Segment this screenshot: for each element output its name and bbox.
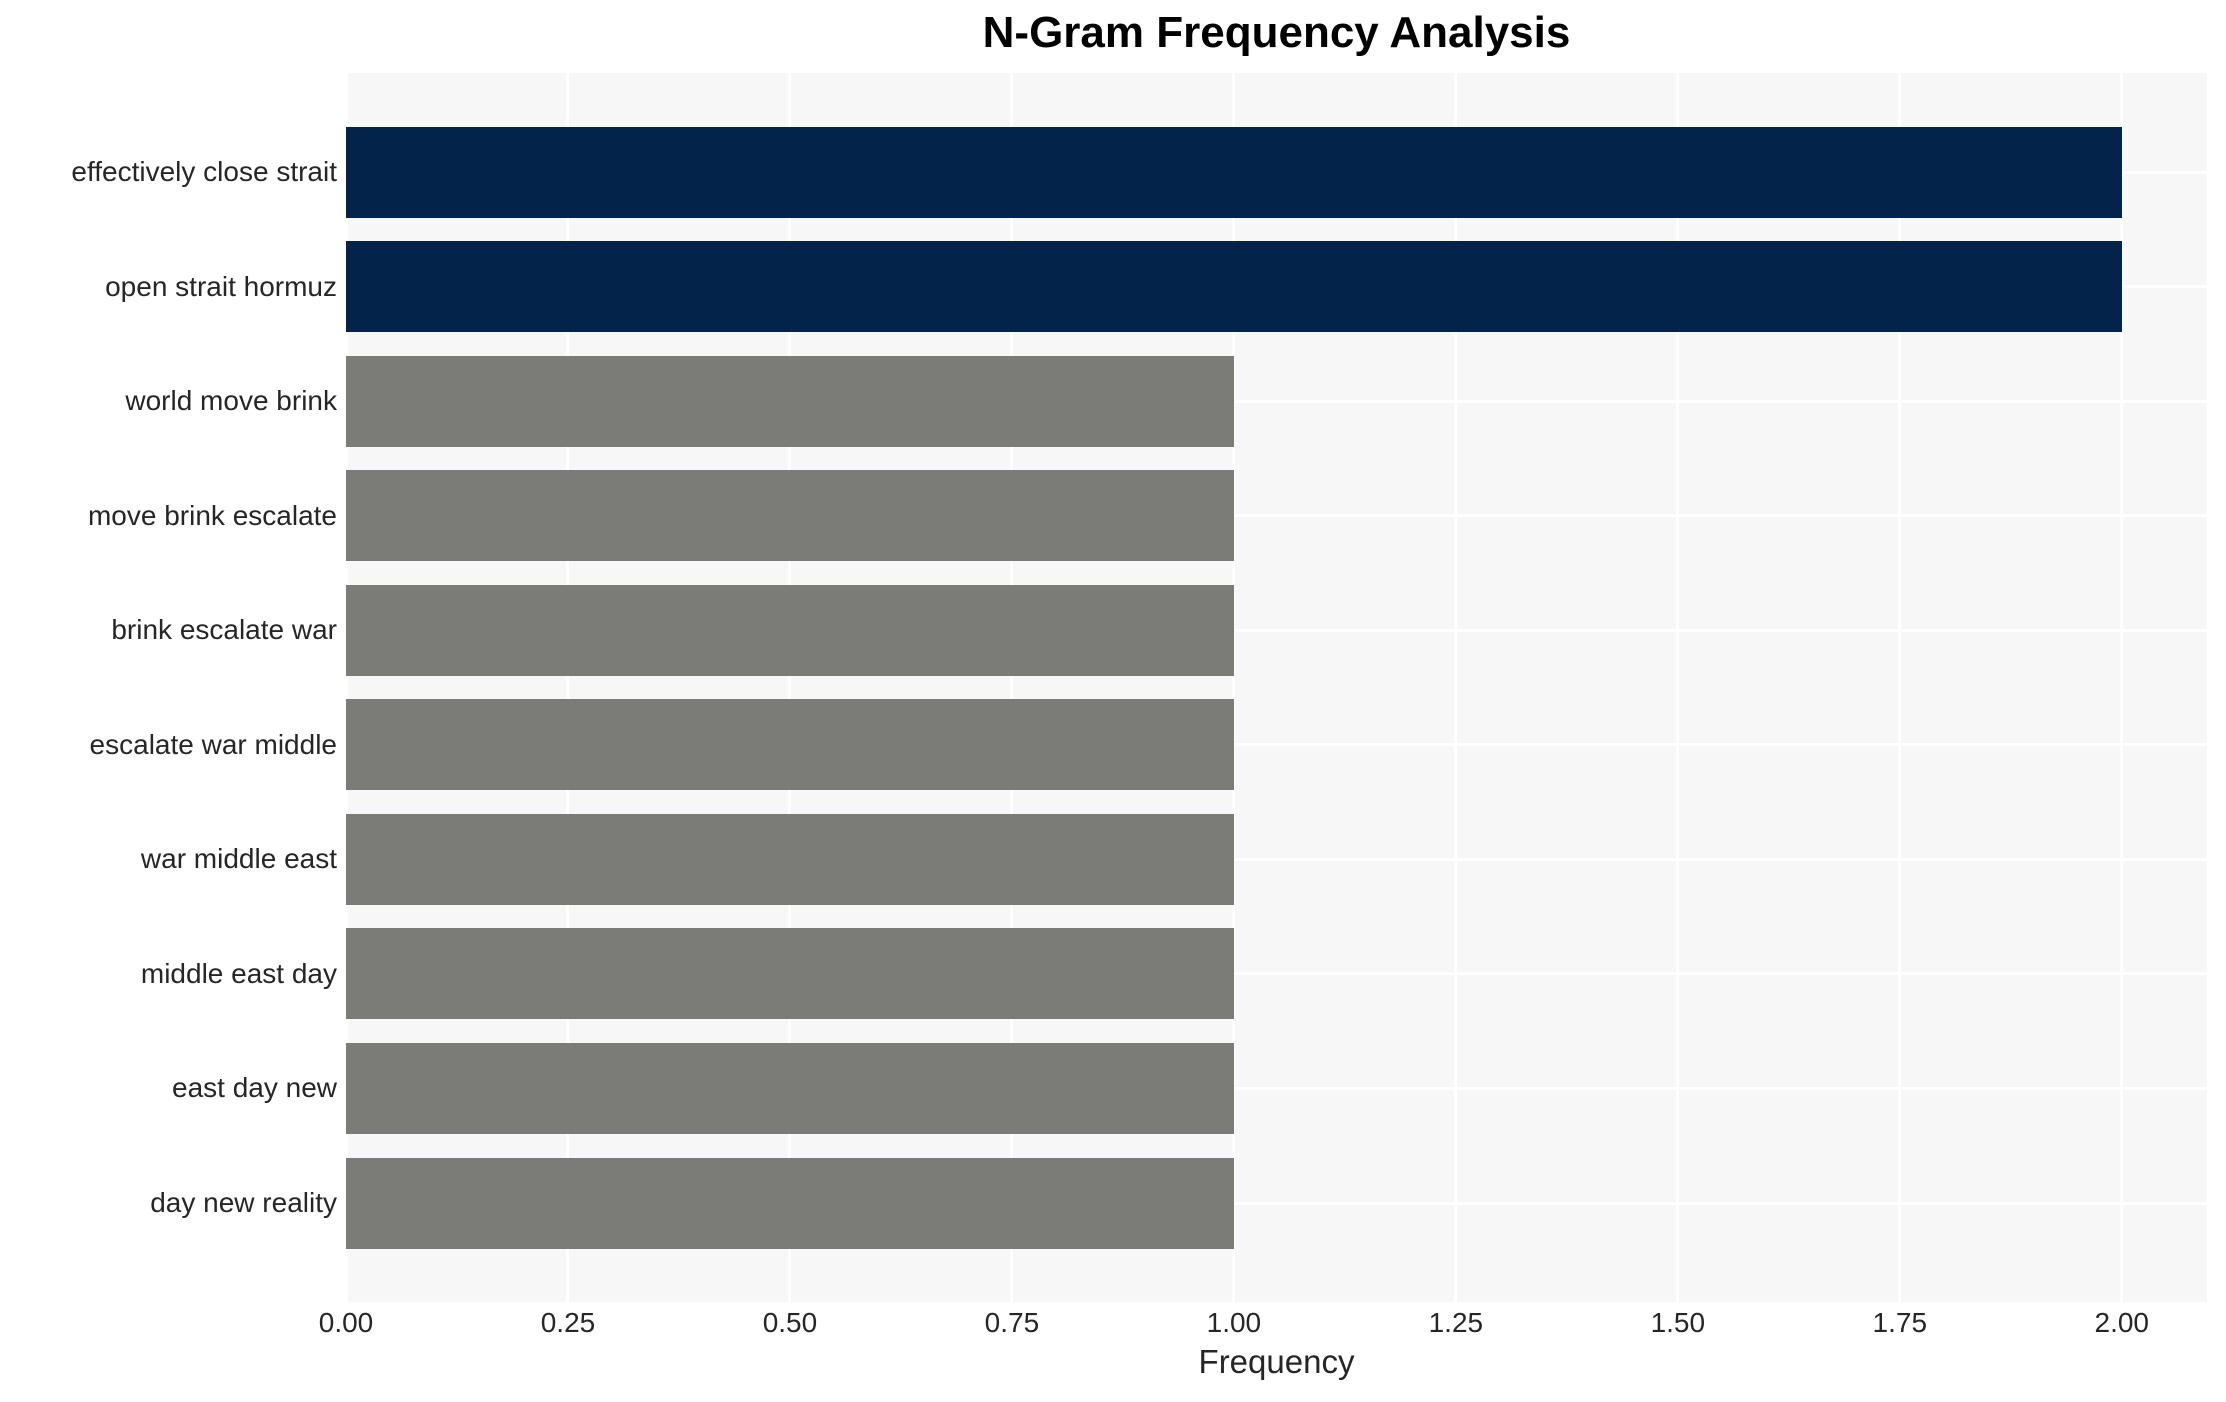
gridline-horizontal xyxy=(346,399,2207,403)
bar xyxy=(346,928,1234,1020)
gridline-vertical xyxy=(1010,73,1014,1302)
x-tick-label: 1.25 xyxy=(1428,1307,1484,1338)
gridline-horizontal xyxy=(346,628,2207,632)
gridline-vertical xyxy=(1232,73,1236,1302)
gridline-horizontal xyxy=(346,743,2207,747)
x-tick-label: 2.00 xyxy=(2094,1307,2150,1338)
bar xyxy=(346,1157,1234,1249)
gridline-vertical xyxy=(344,73,348,1302)
bar xyxy=(346,241,2122,333)
x-tick-label: 0.75 xyxy=(984,1307,1040,1338)
category-label: move brink escalate xyxy=(87,499,337,531)
gridline-horizontal xyxy=(346,1201,2207,1205)
bar xyxy=(346,355,1234,447)
bar xyxy=(346,813,1234,905)
gridline-vertical xyxy=(1454,73,1458,1302)
category-label: east day new xyxy=(172,1072,337,1104)
bar xyxy=(346,126,2122,218)
x-tick-label: 1.00 xyxy=(1206,1307,1262,1338)
bar xyxy=(346,699,1234,791)
gridline-vertical xyxy=(1676,73,1680,1302)
x-axis-label: Frequency xyxy=(1198,1343,1355,1380)
plot-area xyxy=(344,73,2207,1302)
chart-title: N-Gram Frequency Analysis xyxy=(982,8,1571,57)
gridline-horizontal xyxy=(346,857,2207,861)
category-label: effectively close strait xyxy=(71,156,337,187)
category-label: day new reality xyxy=(150,1187,337,1218)
bar xyxy=(346,1042,1234,1134)
x-tick-label: 1.75 xyxy=(1872,1307,1928,1338)
gridline-vertical xyxy=(566,73,570,1302)
x-tick-label: 0.50 xyxy=(762,1307,818,1338)
x-tick-label: 0.00 xyxy=(318,1307,374,1338)
gridline-vertical xyxy=(788,73,792,1302)
gridline-horizontal xyxy=(346,972,2207,976)
bar xyxy=(346,584,1234,676)
gridline-vertical xyxy=(1898,73,1902,1302)
x-tick-label: 0.25 xyxy=(540,1307,596,1338)
category-label: escalate war middle xyxy=(89,728,337,760)
gridline-horizontal xyxy=(346,1086,2207,1090)
gridline-vertical xyxy=(2120,73,2124,1302)
category-label: middle east day xyxy=(140,957,337,989)
gridline-horizontal xyxy=(346,514,2207,518)
category-label: open strait hormuz xyxy=(105,270,337,302)
bar xyxy=(346,470,1234,562)
category-label: world move brink xyxy=(125,385,337,417)
category-label: war middle east xyxy=(140,843,337,875)
x-tick-label: 1.50 xyxy=(1650,1307,1706,1338)
category-label: brink escalate war xyxy=(111,614,337,646)
